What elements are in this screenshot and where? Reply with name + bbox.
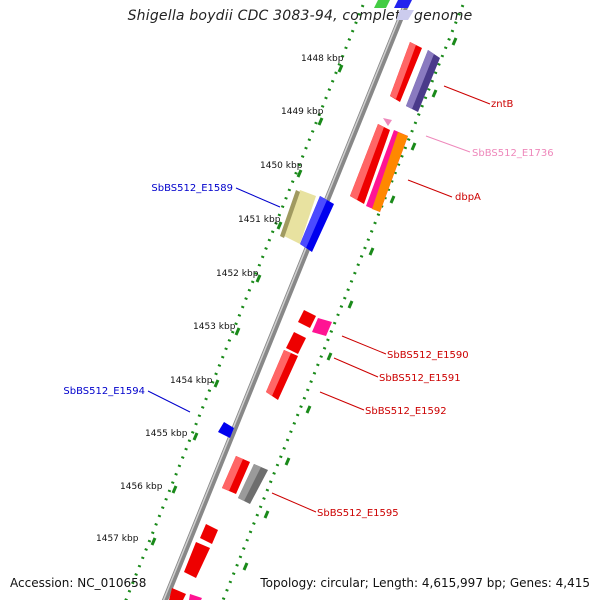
ruler-label: 1449 kbp [281, 107, 324, 117]
gene-bottom-pink[interactable] [189, 594, 202, 600]
gene-label-SbBS512_E1589[interactable]: SbBS512_E1589 [151, 183, 233, 194]
ruler-label: 1450 kbp [260, 161, 303, 171]
ruler-label: 1452 kbp [216, 269, 259, 279]
gene-label-SbBS512_E1594[interactable]: SbBS512_E1594 [63, 386, 145, 397]
ruler-label: 1448 kbp [301, 54, 344, 64]
label-leaders [147, 85, 491, 513]
gene-label-SbBS512_E1591[interactable]: SbBS512_E1591 [379, 373, 461, 384]
ruler-label: 1453 kbp [193, 322, 236, 332]
gene-SbBS512_E1736[interactable] [383, 118, 392, 126]
gene-SbBS512_E1594[interactable] [218, 422, 234, 438]
gene-label-dbpA[interactable]: dbpA [455, 192, 481, 203]
gene-label-SbBS512_E1592[interactable]: SbBS512_E1592 [365, 406, 447, 417]
gene-label-SbBS512_E1736[interactable]: SbBS512_E1736 [472, 148, 554, 159]
gene-top-lavender[interactable] [396, 10, 414, 20]
ruler-ticks-left [150, 64, 344, 546]
gene-label-SbBS512_E1590[interactable]: SbBS512_E1590 [387, 350, 469, 361]
gene-SbBS512_E1590[interactable] [312, 318, 332, 336]
map-title: Shigella boydii CDC 3083-94, complete ge… [127, 8, 473, 24]
genome-backbone [161, 0, 412, 600]
topology-text: Topology: circular; Length: 4,615,997 bp… [260, 576, 590, 590]
ruler-ticks-right [242, 37, 458, 571]
gene-top-green[interactable] [374, 0, 390, 8]
gene-bottom-red-1[interactable] [200, 524, 218, 544]
gene-SbBS512_E1590-red[interactable] [298, 310, 316, 328]
ruler-label: 1457 kbp [96, 534, 139, 544]
ruler-label: 1455 kbp [145, 429, 188, 439]
gene-bottom-red-3[interactable] [169, 588, 186, 600]
ruler-label: 1454 kbp [170, 376, 213, 386]
gene-bottom-red-2[interactable] [184, 542, 210, 578]
ruler-label: 1456 kbp [120, 482, 163, 492]
gene-label-zntB[interactable]: zntB [491, 99, 514, 110]
ruler-label: 1451 kbp [238, 215, 281, 225]
gene-SbBS512_E1591[interactable] [286, 332, 306, 354]
accession-text: Accession: NC_010658 [10, 576, 147, 590]
gene-top-blue[interactable] [394, 0, 412, 8]
gene-SbBS512_E1589[interactable] [284, 190, 316, 244]
gene-label-SbBS512_E1595[interactable]: SbBS512_E1595 [317, 508, 399, 519]
